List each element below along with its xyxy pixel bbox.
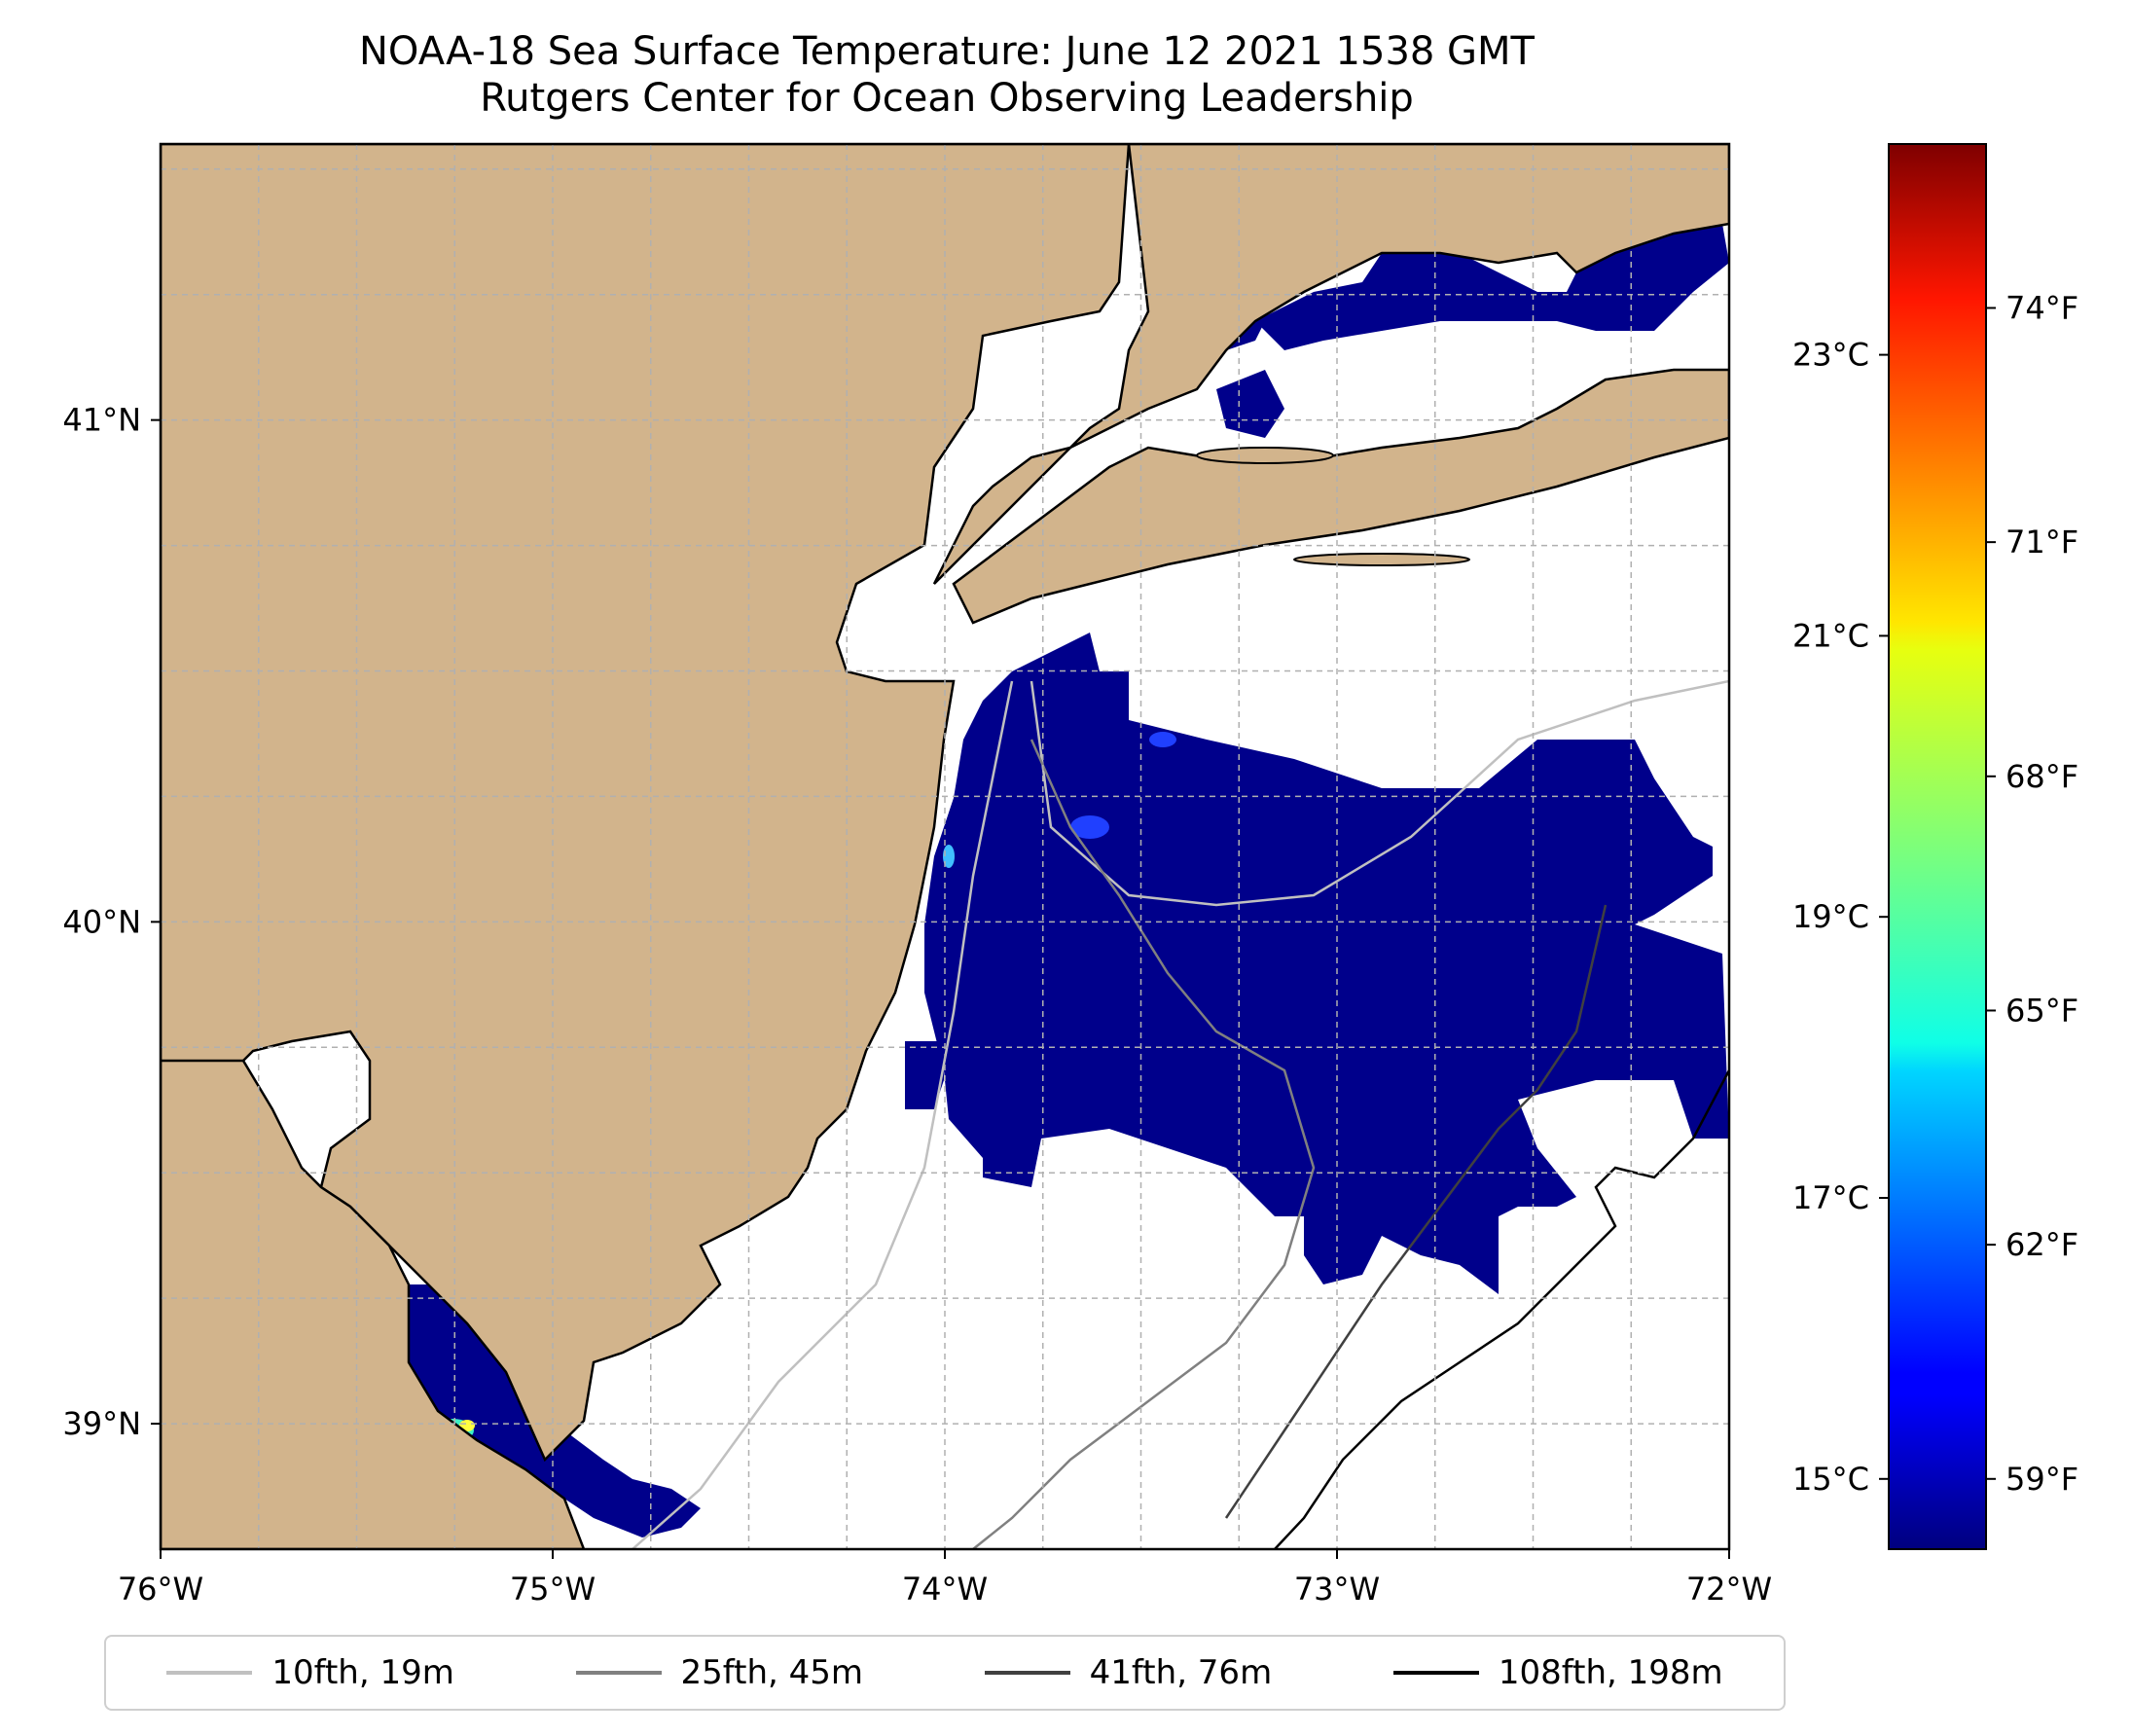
legend-label: 10fth, 19m <box>271 1653 454 1692</box>
longitude-axis: 76°W 75°W 74°W 73°W 72°W <box>118 1549 1772 1608</box>
colorbar-fahrenheit-ticks: 74°F 71°F 68°F 65°F 62°F 59°F <box>1986 289 2078 1498</box>
legend-item-108fth: 108fth, 198m <box>1392 1653 1723 1692</box>
lon-tick-label: 75°W <box>510 1571 596 1608</box>
cbar-f-label: 59°F <box>2006 1461 2078 1498</box>
land-new-jersey <box>161 144 1131 1463</box>
cbar-f-label: 74°F <box>2006 289 2078 326</box>
lat-tick-label: 41°N <box>62 402 141 439</box>
cbar-c-label: 21°C <box>1792 617 1869 654</box>
land-connecticut <box>932 144 1729 585</box>
lat-tick-label: 40°N <box>62 903 141 940</box>
cbar-c-label: 23°C <box>1792 337 1869 374</box>
land-fire-island <box>1293 553 1470 566</box>
chart-subtitle: Rutgers Center for Ocean Observing Leade… <box>480 76 1414 121</box>
legend-label: 25fth, 45m <box>680 1653 864 1692</box>
legend-item-10fth: 10fth, 19m <box>166 1653 454 1692</box>
lon-tick-label: 74°W <box>902 1571 988 1608</box>
chart-title: NOAA-18 Sea Surface Temperature: June 12… <box>358 29 1535 74</box>
legend-swatch-10fth <box>166 1671 253 1675</box>
cbar-f-label: 68°F <box>2006 758 2078 795</box>
cbar-f-label: 65°F <box>2006 992 2078 1029</box>
land-long-island <box>952 368 1729 625</box>
legend-label: 108fth, 198m <box>1498 1653 1723 1692</box>
colorbar <box>1888 143 1987 1550</box>
cbar-c-label: 19°C <box>1792 898 1869 935</box>
legend-swatch-108fth <box>1392 1671 1479 1675</box>
cbar-f-label: 62°F <box>2006 1226 2078 1263</box>
cbar-f-label: 71°F <box>2006 524 2078 561</box>
lon-tick-label: 72°W <box>1686 1571 1772 1608</box>
latitude-axis: 41°N 40°N 39°N <box>62 402 161 1442</box>
land-barrier-island <box>1196 447 1334 464</box>
lat-tick-label: 39°N <box>62 1405 141 1442</box>
cbar-c-label: 17°C <box>1792 1179 1869 1216</box>
land-delaware <box>161 1059 586 1549</box>
legend-item-41fth: 41fth, 76m <box>984 1653 1273 1692</box>
cbar-c-label: 15°C <box>1792 1461 1869 1498</box>
legend-swatch-41fth <box>984 1671 1070 1675</box>
bathymetry-contours <box>632 679 1729 1549</box>
lon-tick-label: 76°W <box>118 1571 203 1608</box>
colorbar-celsius-ticks: 23°C 21°C 19°C 17°C 15°C <box>1792 337 1889 1498</box>
depth-legend: 10fth, 19m 25fth, 45m 41fth, 76m 108fth,… <box>104 1635 1786 1711</box>
legend-label: 41fth, 76m <box>1089 1653 1273 1692</box>
lon-tick-label: 73°W <box>1294 1571 1380 1608</box>
legend-swatch-25fth <box>575 1671 662 1675</box>
legend-item-25fth: 25fth, 45m <box>575 1653 864 1692</box>
